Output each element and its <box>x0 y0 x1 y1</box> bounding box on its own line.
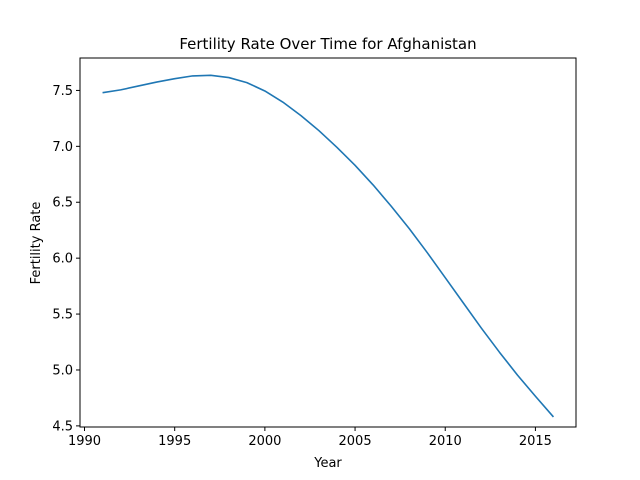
y-tick-label: 7.5 <box>52 84 73 99</box>
chart-title: Fertility Rate Over Time for Afghanistan <box>179 35 476 53</box>
y-tick-label: 4.5 <box>52 419 73 434</box>
x-tick-label: 1995 <box>158 434 191 449</box>
y-tick-label: 5.0 <box>52 363 73 378</box>
y-tick-label: 6.5 <box>52 196 73 211</box>
axes-frame <box>79 57 577 428</box>
x-tick-label: 2010 <box>429 434 462 449</box>
y-tick-label: 7.0 <box>52 140 73 155</box>
data-line <box>102 74 555 418</box>
y-tick-label: 6.0 <box>52 252 73 267</box>
x-axis-label: Year <box>313 456 342 471</box>
plot-area: 1990 1995 2000 2005 2010 2015 4.5 5.0 5.5 6.0 6.5 7… <box>52 57 577 449</box>
y-axis-label: Fertility Rate <box>29 202 44 285</box>
x-tick-label: 2000 <box>248 434 281 449</box>
x-tick-label: 2015 <box>519 434 552 449</box>
x-tick-label: 2005 <box>339 434 372 449</box>
y-tick-label: 5.5 <box>52 308 73 323</box>
x-tick-label: 1990 <box>68 434 101 449</box>
